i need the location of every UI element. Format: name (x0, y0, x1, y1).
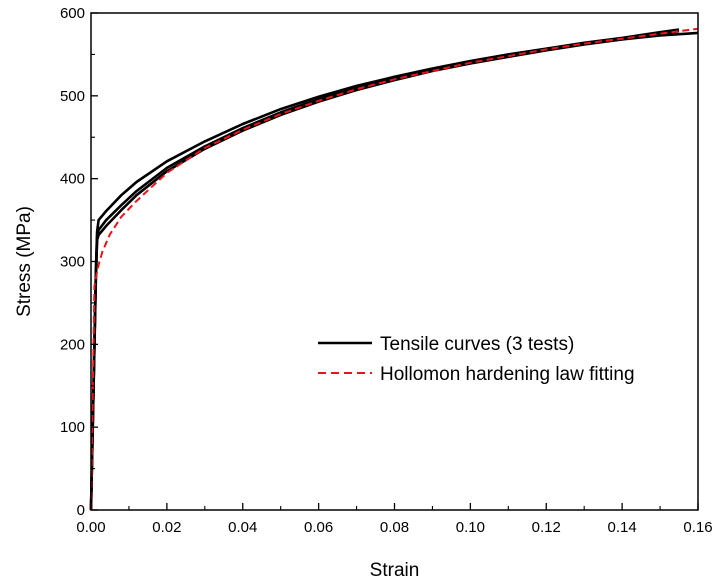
legend: Tensile curves (3 tests) Hollomon harden… (318, 334, 635, 385)
x-tick-label: 0.12 (532, 519, 561, 536)
tensile-curve-1 (89, 28, 680, 511)
y-tick-label: 600 (60, 5, 85, 22)
y-axis-title: Stress (MPa) (14, 206, 35, 317)
plot-frame (90, 12, 699, 511)
x-axis-title: Strain (370, 560, 420, 581)
axis-tick-labels: 0.00 0.02 0.04 0.06 0.08 0.10 0.12 0.14 0.16 0 100… (60, 5, 713, 536)
x-tick-label: 0.10 (456, 519, 485, 536)
x-tick-label: 0.16 (683, 519, 712, 536)
x-tick-label: 0.08 (380, 519, 409, 536)
hollomon-fit-curve (90, 27, 699, 511)
y-tick-label: 500 (60, 88, 85, 105)
y-tick-label: 300 (60, 254, 85, 271)
axis-ticks (90, 12, 699, 511)
y-tick-label: 100 (60, 419, 85, 436)
y-tick-label: 200 (60, 336, 85, 353)
y-tick-label: 400 (60, 171, 85, 188)
x-tick-label: 0.04 (228, 519, 257, 536)
legend-label-hollomon: Hollomon hardening law fitting (380, 364, 635, 385)
x-tick-label: 0.00 (76, 519, 105, 536)
x-tick-label: 0.02 (152, 519, 181, 536)
y-tick-label: 0 (77, 502, 85, 519)
x-tick-label: 0.14 (608, 519, 637, 536)
plot-curves (89, 27, 699, 511)
tensile-curve-2 (89, 31, 699, 511)
x-tick-label: 0.06 (304, 519, 333, 536)
legend-label-tensile: Tensile curves (3 tests) (380, 334, 574, 355)
tensile-curve-3 (89, 29, 680, 511)
